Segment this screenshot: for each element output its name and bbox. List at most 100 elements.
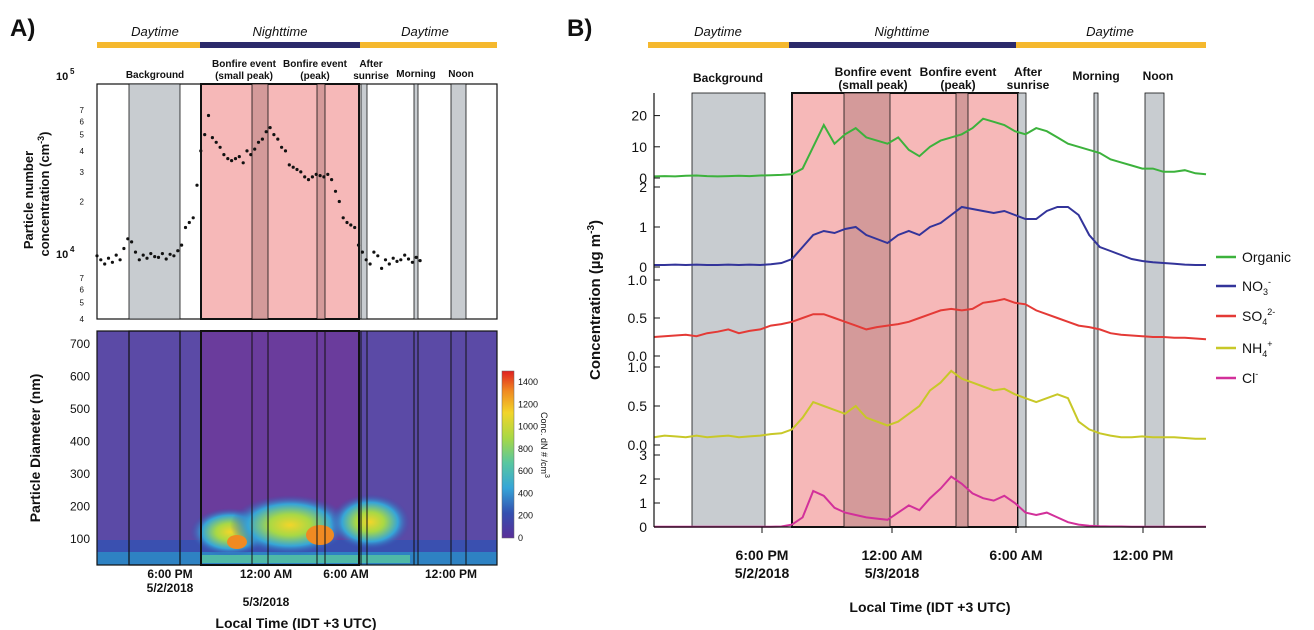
scatter-point bbox=[126, 237, 130, 241]
y-tick-b: 0 bbox=[639, 259, 647, 275]
scatter-point bbox=[299, 170, 303, 174]
period-sunrise-b: sunrise bbox=[1007, 78, 1050, 92]
ytick-1e4: 10 bbox=[56, 249, 68, 261]
x-tick-label-b: 12:00 PM bbox=[1113, 547, 1174, 563]
scatter-point bbox=[106, 256, 111, 260]
scatter-point bbox=[280, 145, 284, 149]
scatter-point bbox=[191, 216, 195, 220]
heatmap-y-tick: 700 bbox=[70, 337, 90, 351]
period-bonfire-peak-sub-b: (peak) bbox=[940, 78, 975, 92]
scatter-point bbox=[130, 240, 134, 244]
scatter-point bbox=[110, 260, 114, 264]
y-tick-b: 10 bbox=[631, 139, 647, 155]
scatter-point bbox=[318, 174, 322, 178]
scatter-point bbox=[206, 113, 211, 118]
scatter-point bbox=[256, 140, 261, 144]
scatter-point bbox=[264, 130, 268, 134]
scatter-point bbox=[268, 126, 272, 130]
scatter-point bbox=[349, 223, 353, 227]
y-tick-b: 0 bbox=[639, 170, 647, 186]
colorbar-tick: 1400 bbox=[518, 377, 538, 387]
scatter-point bbox=[330, 178, 334, 182]
scatter-point bbox=[137, 258, 141, 262]
scatter-point bbox=[291, 165, 295, 169]
y-axis-title-a-line1: Particle number bbox=[21, 151, 36, 249]
period-noon-a: Noon bbox=[448, 69, 474, 80]
x-tick-label-a: 12:00 PM bbox=[425, 567, 477, 581]
y-tick-b: 0.0 bbox=[628, 348, 648, 364]
series-line-no bbox=[654, 205, 1206, 267]
scatter-point bbox=[160, 252, 164, 256]
scatter-point bbox=[295, 167, 299, 172]
scatter-point bbox=[245, 149, 249, 153]
y-minor-tick: 4 bbox=[80, 315, 85, 324]
y-tick-b: 0.5 bbox=[628, 310, 648, 326]
y-minor-tick: 7 bbox=[80, 106, 85, 115]
legend-label: SO42- bbox=[1242, 307, 1275, 327]
scatter-point bbox=[310, 175, 314, 179]
heatmap-y-tick: 600 bbox=[70, 370, 90, 384]
scatter-point bbox=[337, 199, 341, 204]
scatter-point bbox=[237, 155, 241, 159]
scatter-point bbox=[376, 254, 380, 258]
scatter-point bbox=[353, 225, 357, 230]
y-tick-b: 2 bbox=[639, 179, 647, 195]
scatter-point bbox=[283, 149, 288, 153]
scatter-point bbox=[133, 250, 138, 254]
x-tick-label-b: 12:00 AM bbox=[862, 547, 923, 563]
scatter-point bbox=[183, 225, 188, 230]
legend-label: Cl- bbox=[1242, 369, 1258, 386]
nighttime-bar-a bbox=[200, 42, 360, 48]
scatter-point bbox=[187, 220, 191, 225]
scatter-point bbox=[203, 133, 207, 137]
y-tick-b: 2 bbox=[639, 471, 647, 487]
y-minor-tick: 7 bbox=[80, 274, 85, 283]
scatter-point bbox=[341, 216, 345, 220]
scatter-point bbox=[364, 258, 368, 262]
xtick-a-date1: 5/2/2018 bbox=[147, 581, 194, 595]
heatmap-y-tick: 200 bbox=[70, 500, 90, 514]
heatmap-area bbox=[96, 330, 498, 566]
scatter-point bbox=[218, 145, 222, 149]
xtick-b-date1: 5/2/2018 bbox=[735, 565, 790, 581]
y-axis-title-heatmap: Particle Diameter (nm) bbox=[27, 374, 43, 523]
scatter-point bbox=[164, 257, 168, 261]
colorbar-tick: 200 bbox=[518, 511, 533, 521]
panel-b-shading bbox=[691, 92, 1165, 528]
period-bonfire-peak-a: Bonfire event bbox=[283, 59, 348, 70]
heatmap-y-tick: 300 bbox=[70, 467, 90, 481]
daytime-bar-b2 bbox=[1016, 42, 1206, 48]
panel-b-label: B) bbox=[567, 15, 592, 42]
period-background-a: Background bbox=[126, 70, 184, 81]
scatter-point bbox=[360, 250, 364, 254]
colorbar-tick: 400 bbox=[518, 489, 533, 499]
scatter-plot-area bbox=[95, 83, 498, 320]
x-axis-title-b: Local Time (IDT +3 UTC) bbox=[849, 599, 1010, 615]
y-tick-b: 3 bbox=[639, 447, 647, 463]
scatter-point bbox=[368, 262, 372, 266]
scatter-point bbox=[149, 252, 153, 256]
scatter-point bbox=[156, 255, 161, 259]
time-label-a3: Daytime bbox=[401, 24, 449, 39]
scatter-point bbox=[380, 266, 384, 270]
x-tick-label-b: 6:00 AM bbox=[989, 547, 1042, 563]
series-line-organic bbox=[653, 117, 1207, 178]
period-bonfire-small-sub-a: (small peak) bbox=[215, 71, 273, 82]
y-tick-b: 1.0 bbox=[628, 272, 648, 288]
x-tick-label-a: 6:00 AM bbox=[323, 567, 369, 581]
y-tick-b: 0 bbox=[639, 519, 647, 535]
y-tick-b: 1.0 bbox=[628, 359, 648, 375]
period-bonfire-small-a: Bonfire event bbox=[212, 59, 277, 70]
daytime-bar-a1 bbox=[97, 42, 200, 48]
ytick-1e4-exp: 4 bbox=[70, 245, 75, 254]
x-tick-label-a: 6:00 PM bbox=[147, 567, 192, 581]
y-tick-b: 1 bbox=[639, 495, 647, 511]
scatter-point bbox=[99, 258, 103, 262]
scatter-point bbox=[260, 137, 264, 141]
scatter-point bbox=[210, 136, 214, 140]
heatmap-y-tick: 100 bbox=[70, 532, 90, 546]
x-axis-title-a: Local Time (IDT +3 UTC) bbox=[215, 615, 376, 630]
scatter-point bbox=[114, 253, 118, 257]
scatter-point bbox=[168, 252, 172, 256]
